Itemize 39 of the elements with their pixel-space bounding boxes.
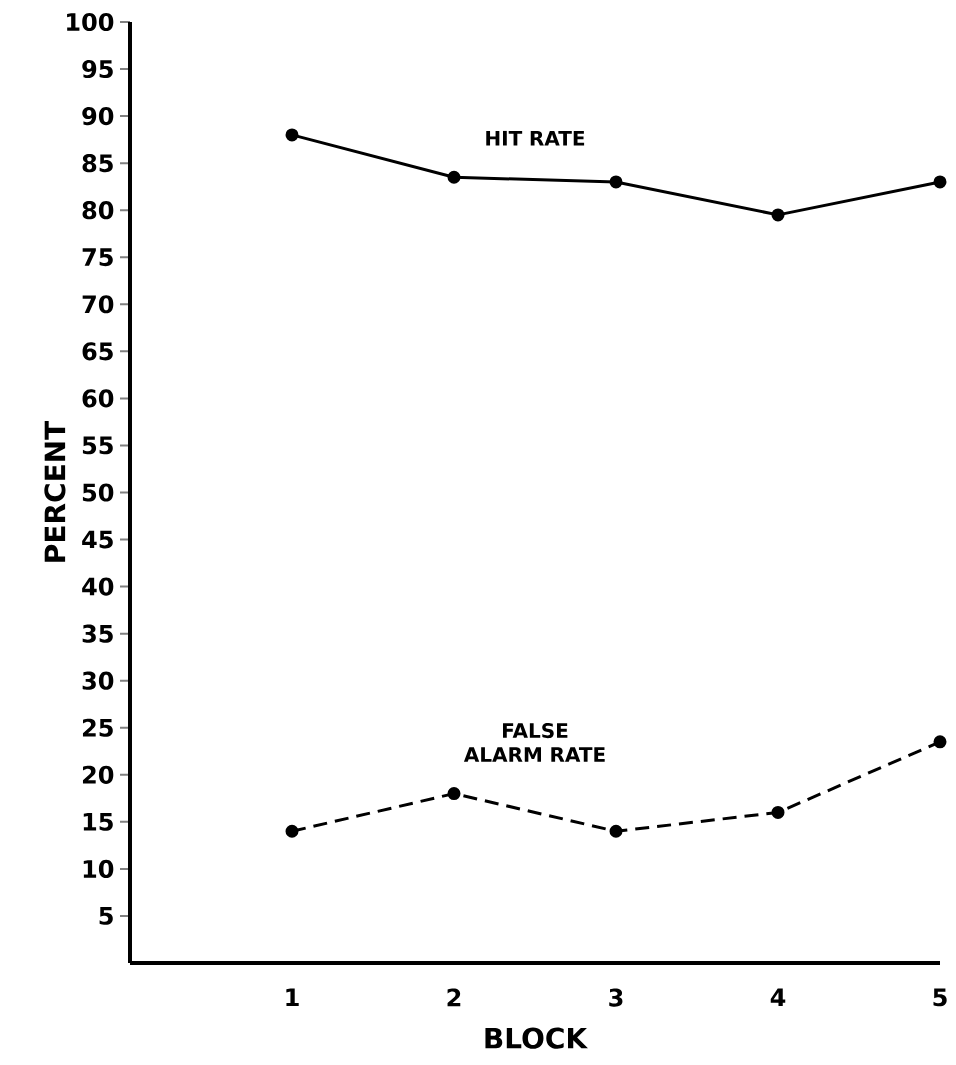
point — [609, 175, 623, 189]
series-label: FALSE ALARM RATE — [463, 723, 605, 762]
y-tick-label: 45 — [82, 530, 113, 549]
y-axis-title: PERCENT — [44, 420, 66, 562]
y-tick-label: 85 — [82, 154, 113, 173]
y-tick-label: 15 — [83, 812, 113, 831]
y-tick-label: 100 — [67, 12, 114, 32]
x-tick-label: 5 — [933, 988, 947, 1007]
x-tick-label: 1 — [286, 988, 299, 1007]
point — [933, 175, 947, 189]
y-tick-label: 10 — [83, 859, 114, 878]
y-tick-label: 65 — [82, 342, 113, 361]
y-tick-label: 70 — [82, 295, 114, 314]
x-axis-title: BLOCK — [485, 1027, 588, 1049]
point — [447, 787, 461, 801]
y-tick-label: 90 — [82, 107, 114, 126]
y-tick-label: 95 — [82, 59, 113, 79]
y-tick-label: 20 — [82, 765, 114, 784]
x-tick-label: 3 — [609, 988, 623, 1007]
point — [933, 735, 947, 749]
y-tick-label: 75 — [82, 248, 113, 267]
y-tick-label: 80 — [82, 201, 114, 220]
y-tick-label: 40 — [82, 577, 114, 596]
y-tick-label: 35 — [82, 624, 113, 643]
point — [609, 824, 623, 838]
y-tick-label: 55 — [82, 436, 113, 455]
point — [771, 805, 785, 819]
y-tick-label: 60 — [82, 389, 114, 408]
point — [447, 170, 461, 184]
x-tick-label: 2 — [447, 988, 461, 1007]
point — [285, 824, 299, 838]
y-tick-label: 25 — [82, 718, 113, 737]
point — [771, 208, 785, 222]
point — [285, 128, 299, 142]
y-tick-label: 30 — [82, 671, 114, 690]
x-tick-label: 4 — [770, 988, 786, 1007]
series-label: HIT RATE — [486, 130, 585, 146]
y-tick-label: 50 — [82, 483, 114, 502]
y-tick-label: 5 — [99, 907, 113, 925]
